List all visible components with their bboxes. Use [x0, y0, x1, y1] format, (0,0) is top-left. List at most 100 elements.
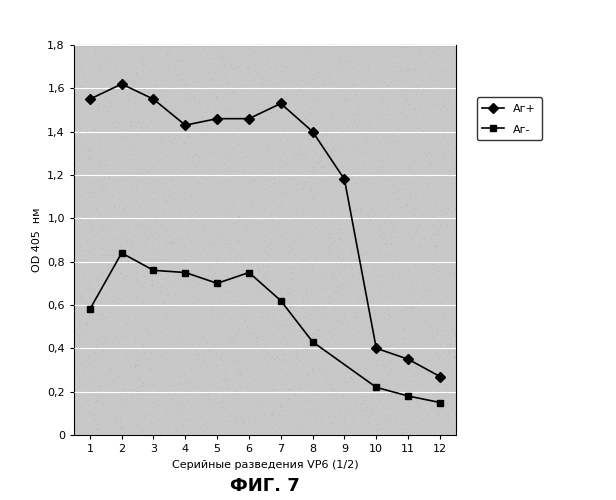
Point [356, 277, 366, 285]
Point [318, 168, 328, 176]
Point [110, 234, 120, 242]
Point [319, 372, 329, 380]
Point [388, 47, 398, 55]
Point [193, 234, 203, 242]
Point [307, 280, 317, 288]
Point [381, 218, 391, 226]
Point [334, 224, 344, 232]
Point [314, 220, 324, 228]
Point [315, 257, 325, 265]
Point [232, 336, 241, 344]
Point [118, 69, 128, 77]
Point [389, 316, 399, 324]
Point [310, 410, 320, 418]
Point [275, 336, 285, 344]
Point [110, 67, 120, 75]
Point [162, 255, 172, 263]
Point [333, 282, 342, 290]
Point [225, 108, 235, 116]
Point [133, 384, 143, 392]
Point [275, 200, 285, 207]
Point [379, 422, 389, 430]
Point [163, 358, 173, 366]
Point [373, 108, 383, 116]
Point [357, 78, 367, 86]
Point [386, 322, 395, 330]
Point [349, 145, 359, 153]
Point [383, 152, 393, 160]
Point [219, 406, 229, 413]
Point [235, 68, 245, 76]
Point [92, 272, 102, 280]
Point [123, 130, 133, 138]
Point [437, 216, 447, 224]
Point [200, 309, 210, 317]
Point [428, 238, 438, 246]
Point [267, 166, 277, 174]
Point [113, 136, 123, 144]
Point [305, 259, 315, 267]
Point [421, 156, 431, 164]
Point [100, 102, 110, 110]
Point [185, 277, 195, 285]
Point [340, 129, 350, 137]
Point [247, 328, 257, 336]
Point [314, 312, 324, 320]
Point [251, 109, 261, 117]
Point [100, 336, 110, 344]
Point [343, 126, 353, 134]
Point [237, 304, 246, 312]
Point [116, 74, 126, 82]
Point [416, 171, 426, 179]
Point [115, 49, 125, 57]
Point [148, 390, 158, 398]
Point [207, 410, 217, 418]
Point [416, 242, 426, 250]
Point [245, 176, 254, 184]
Point [439, 222, 448, 230]
Point [200, 65, 209, 73]
Point [152, 218, 161, 226]
Point [360, 342, 370, 350]
Point [415, 107, 425, 115]
Point [76, 292, 86, 300]
Point [130, 122, 140, 130]
Point [451, 114, 461, 122]
Point [120, 387, 130, 395]
Point [448, 272, 458, 280]
Point [381, 235, 391, 243]
Point [159, 362, 169, 370]
Point [257, 76, 267, 84]
Point [428, 230, 437, 237]
Point [367, 232, 377, 240]
Point [372, 282, 382, 290]
Point [183, 218, 193, 226]
Point [237, 252, 246, 260]
Point [193, 350, 203, 358]
Point [278, 304, 288, 312]
Point [78, 354, 88, 362]
Point [334, 214, 344, 222]
Point [141, 224, 151, 232]
Point [168, 347, 177, 355]
Point [448, 195, 458, 203]
Point [141, 180, 151, 188]
Point [160, 108, 170, 116]
Point [405, 192, 415, 200]
Point [208, 274, 218, 282]
Point [317, 78, 327, 86]
Point [246, 262, 256, 270]
Point [148, 381, 158, 389]
Point [322, 424, 332, 432]
Point [330, 118, 340, 126]
Point [320, 241, 330, 249]
Point [197, 238, 207, 246]
Point [91, 114, 101, 122]
Point [326, 391, 336, 399]
Point [147, 272, 157, 280]
Point [213, 88, 222, 96]
Point [179, 242, 189, 250]
Point [93, 385, 103, 393]
Point [278, 131, 288, 139]
Point [392, 194, 402, 202]
